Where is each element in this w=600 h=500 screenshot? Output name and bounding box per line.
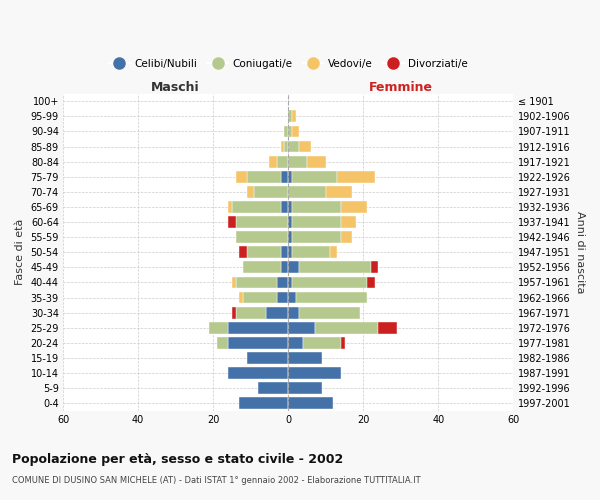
- Bar: [314, 322, 378, 334]
- Bar: [326, 186, 352, 198]
- Y-axis label: Fasce di età: Fasce di età: [15, 219, 25, 286]
- Bar: [288, 337, 303, 349]
- Bar: [232, 276, 236, 288]
- Bar: [232, 201, 281, 213]
- Bar: [292, 232, 341, 243]
- Bar: [236, 216, 288, 228]
- Bar: [281, 262, 288, 274]
- Y-axis label: Anni di nascita: Anni di nascita: [575, 211, 585, 294]
- Bar: [281, 171, 288, 182]
- Bar: [266, 307, 288, 318]
- Bar: [228, 337, 288, 349]
- Bar: [292, 201, 341, 213]
- Bar: [288, 262, 299, 274]
- Bar: [288, 232, 292, 243]
- Bar: [292, 216, 341, 228]
- Bar: [292, 276, 367, 288]
- Bar: [247, 246, 281, 258]
- Bar: [288, 382, 322, 394]
- Bar: [299, 307, 359, 318]
- Bar: [281, 140, 284, 152]
- Bar: [288, 307, 299, 318]
- Bar: [292, 171, 337, 182]
- Bar: [378, 322, 397, 334]
- Bar: [292, 246, 329, 258]
- Bar: [277, 276, 288, 288]
- Bar: [239, 398, 288, 409]
- Bar: [288, 246, 292, 258]
- Bar: [288, 171, 292, 182]
- Bar: [288, 276, 292, 288]
- Bar: [299, 262, 371, 274]
- Text: Femmine: Femmine: [369, 80, 433, 94]
- Bar: [281, 246, 288, 258]
- Bar: [236, 171, 247, 182]
- Bar: [236, 232, 288, 243]
- Bar: [337, 171, 374, 182]
- Bar: [341, 216, 356, 228]
- Bar: [288, 367, 341, 379]
- Bar: [307, 156, 326, 168]
- Bar: [288, 110, 292, 122]
- Bar: [228, 367, 288, 379]
- Bar: [277, 156, 288, 168]
- Bar: [341, 232, 352, 243]
- Bar: [288, 322, 314, 334]
- Bar: [243, 292, 277, 304]
- Bar: [292, 126, 299, 138]
- Bar: [288, 140, 299, 152]
- Bar: [296, 292, 367, 304]
- Bar: [247, 171, 281, 182]
- Bar: [236, 276, 277, 288]
- Bar: [269, 156, 277, 168]
- Bar: [247, 186, 254, 198]
- Bar: [254, 186, 288, 198]
- Bar: [209, 322, 228, 334]
- Text: Maschi: Maschi: [151, 80, 200, 94]
- Text: Popolazione per età, sesso e stato civile - 2002: Popolazione per età, sesso e stato civil…: [12, 452, 343, 466]
- Bar: [288, 201, 292, 213]
- Bar: [284, 126, 288, 138]
- Bar: [239, 246, 247, 258]
- Bar: [288, 398, 333, 409]
- Bar: [217, 337, 228, 349]
- Bar: [247, 352, 288, 364]
- Bar: [371, 262, 378, 274]
- Bar: [236, 307, 266, 318]
- Bar: [232, 307, 236, 318]
- Bar: [299, 140, 311, 152]
- Bar: [288, 352, 322, 364]
- Bar: [243, 262, 281, 274]
- Bar: [288, 186, 326, 198]
- Text: COMUNE DI DUSINO SAN MICHELE (AT) - Dati ISTAT 1° gennaio 2002 - Elaborazione TU: COMUNE DI DUSINO SAN MICHELE (AT) - Dati…: [12, 476, 421, 485]
- Legend: Celibi/Nubili, Coniugati/e, Vedovi/e, Divorziati/e: Celibi/Nubili, Coniugati/e, Vedovi/e, Di…: [105, 54, 472, 73]
- Bar: [288, 126, 292, 138]
- Bar: [341, 201, 367, 213]
- Bar: [367, 276, 374, 288]
- Bar: [303, 337, 341, 349]
- Bar: [292, 110, 296, 122]
- Bar: [258, 382, 288, 394]
- Bar: [228, 322, 288, 334]
- Bar: [277, 292, 288, 304]
- Bar: [288, 156, 307, 168]
- Bar: [228, 216, 236, 228]
- Bar: [284, 140, 288, 152]
- Bar: [341, 337, 344, 349]
- Bar: [288, 216, 292, 228]
- Bar: [281, 201, 288, 213]
- Bar: [239, 292, 243, 304]
- Bar: [288, 292, 296, 304]
- Bar: [228, 201, 232, 213]
- Bar: [329, 246, 337, 258]
